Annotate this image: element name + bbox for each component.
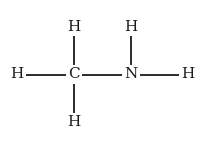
Text: N: N (124, 67, 137, 82)
Text: H: H (10, 67, 23, 82)
Text: H: H (67, 115, 80, 129)
Text: H: H (124, 20, 137, 34)
Text: H: H (181, 67, 194, 82)
Text: C: C (68, 67, 80, 82)
Text: H: H (67, 20, 80, 34)
